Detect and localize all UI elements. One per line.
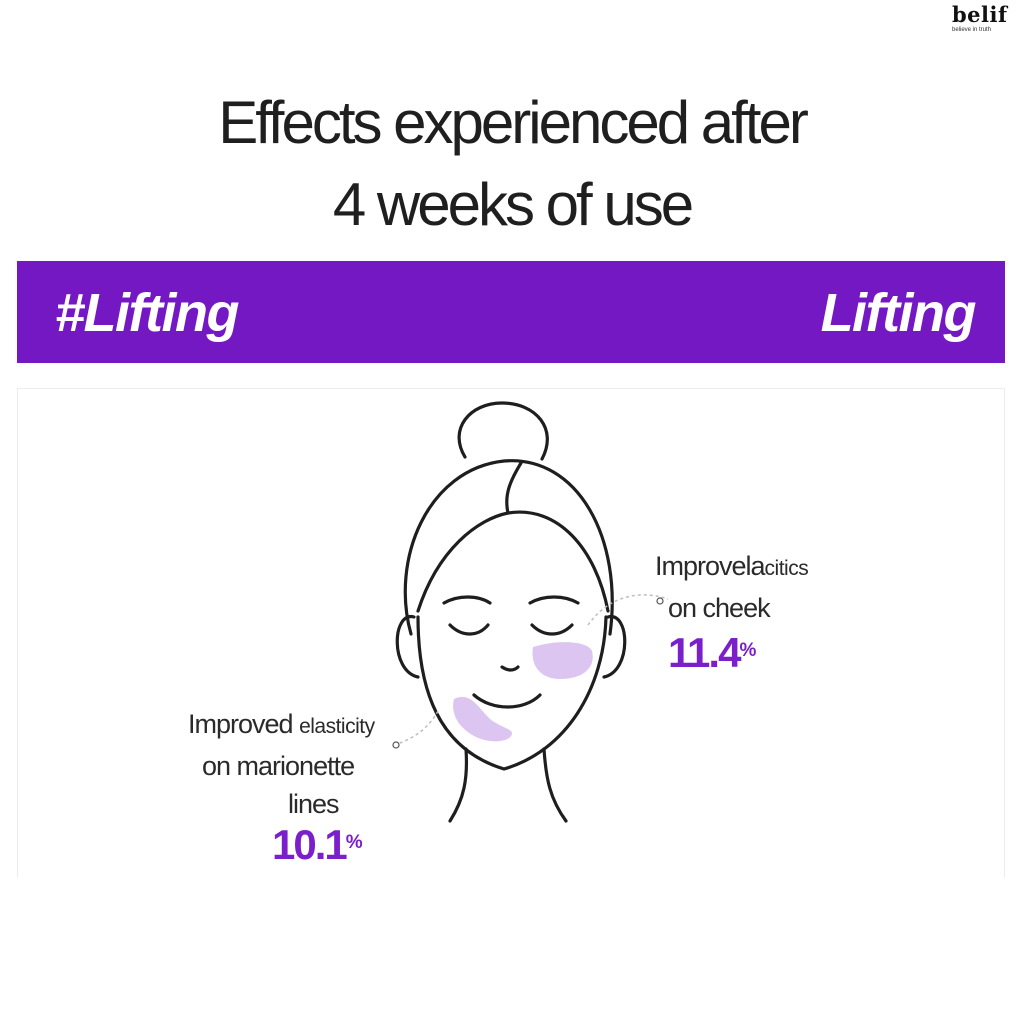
bottom-whitespace	[0, 878, 1024, 1024]
brand-name: belif	[952, 2, 1008, 27]
marionette-label-small: elasticity	[299, 715, 375, 738]
cheek-value: 11.4%	[668, 629, 756, 677]
cheek-label-line-2: on cheek	[668, 593, 771, 623]
marionette-value-number: 10.1	[272, 821, 348, 868]
marionette-label-line-2: on marionette	[202, 751, 355, 781]
cheek-value-unit: %	[739, 640, 757, 661]
marionette-label-main: Improved	[188, 709, 294, 739]
cheek-value-number: 11.4	[668, 629, 741, 676]
marionette-value: 10.1%	[272, 821, 363, 869]
face-icon	[392, 401, 669, 823]
title-line-2: 4 weeks of use	[332, 171, 694, 238]
marionette-label: Improved elasticity	[188, 707, 375, 744]
title-line-1: Effects experienced after	[218, 89, 809, 156]
brand-logo: belif believe in truth	[952, 4, 1010, 34]
marionette-value-unit: %	[345, 832, 363, 853]
cheek-label: Improvelacitics	[655, 549, 809, 586]
banner-label: Lifting	[820, 283, 977, 343]
cheek-label-main: Improvela	[655, 551, 766, 581]
category-banner: #Lifting Lifting	[17, 261, 1005, 363]
cheek-label-small: citics	[764, 557, 809, 580]
banner-hashtag: #Lifting	[55, 283, 239, 343]
brand-tagline: believe in truth	[952, 27, 992, 33]
results-panel: Improvelacitics on cheek 11.4% Improved …	[17, 388, 1005, 889]
marionette-label-line-3: lines	[288, 789, 340, 819]
page-title: Effects experienced after 4 weeks of use	[0, 82, 1024, 246]
